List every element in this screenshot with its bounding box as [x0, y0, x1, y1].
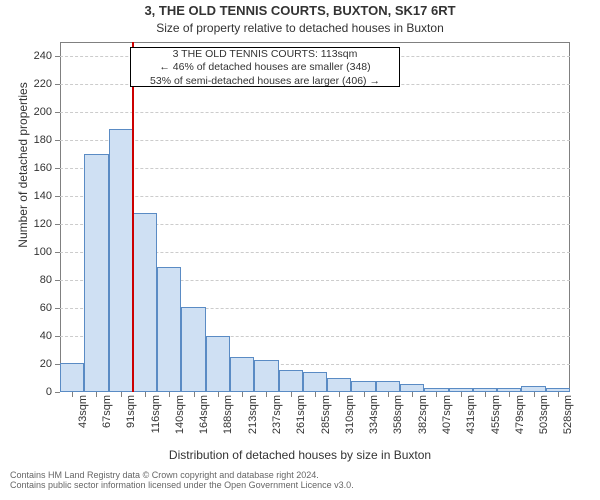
ytick-mark: [55, 308, 60, 309]
ytick-mark: [55, 280, 60, 281]
xtick-mark: [72, 392, 73, 397]
ytick-mark: [55, 168, 60, 169]
bar: [84, 154, 108, 392]
ytick-label: 180: [22, 134, 52, 146]
gridline: [60, 112, 570, 113]
xtick-label: 261sqm: [295, 395, 307, 441]
gridline: [60, 140, 570, 141]
xtick-label: 503sqm: [538, 395, 550, 441]
xtick-mark: [509, 392, 510, 397]
ytick-mark: [55, 56, 60, 57]
xtick-mark: [461, 392, 462, 397]
annotation-box: 3 THE OLD TENNIS COURTS: 113sqm ← 46% of…: [130, 47, 400, 87]
chart-root: 3, THE OLD TENNIS COURTS, BUXTON, SK17 6…: [0, 0, 600, 500]
bar: [279, 370, 303, 392]
footer: Contains HM Land Registry data © Crown c…: [0, 470, 600, 490]
footer-line-1: Contains HM Land Registry data © Crown c…: [10, 470, 600, 480]
xtick-label: 43sqm: [77, 395, 89, 441]
xtick-mark: [266, 392, 267, 397]
xtick-label: 407sqm: [441, 395, 453, 441]
xtick-label: 479sqm: [514, 395, 526, 441]
bar: [230, 357, 254, 392]
annotation-line-2: ← 46% of detached houses are smaller (34…: [131, 61, 399, 74]
xtick-label: 188sqm: [222, 395, 234, 441]
ytick-label: 220: [22, 78, 52, 90]
bar: [206, 336, 230, 392]
ytick-label: 160: [22, 162, 52, 174]
xtick-mark: [121, 392, 122, 397]
xtick-label: 237sqm: [271, 395, 283, 441]
xtick-mark: [291, 392, 292, 397]
ytick-mark: [55, 392, 60, 393]
ytick-label: 140: [22, 190, 52, 202]
chart-title: 3, THE OLD TENNIS COURTS, BUXTON, SK17 6…: [0, 3, 600, 18]
xtick-label: 67sqm: [101, 395, 113, 441]
ytick-label: 80: [22, 274, 52, 286]
xtick-mark: [412, 392, 413, 397]
chart-subtitle: Size of property relative to detached ho…: [0, 21, 600, 35]
xtick-mark: [388, 392, 389, 397]
bar: [327, 378, 351, 392]
x-axis-label: Distribution of detached houses by size …: [0, 448, 600, 462]
gridline: [60, 196, 570, 197]
bar: [376, 381, 400, 392]
ytick-label: 20: [22, 358, 52, 370]
ytick-mark: [55, 336, 60, 337]
xtick-mark: [339, 392, 340, 397]
ytick-label: 40: [22, 330, 52, 342]
xtick-mark: [364, 392, 365, 397]
ytick-mark: [55, 84, 60, 85]
annotation-line-1: 3 THE OLD TENNIS COURTS: 113sqm: [131, 48, 399, 61]
xtick-label: 164sqm: [198, 395, 210, 441]
xtick-label: 382sqm: [417, 395, 429, 441]
ytick-mark: [55, 224, 60, 225]
bar: [133, 213, 157, 392]
xtick-mark: [145, 392, 146, 397]
ytick-mark: [55, 196, 60, 197]
ytick-label: 0: [22, 386, 52, 398]
bar: [157, 267, 181, 392]
xtick-label: 431sqm: [465, 395, 477, 441]
xtick-label: 91sqm: [125, 395, 137, 441]
ytick-label: 200: [22, 106, 52, 118]
xtick-mark: [534, 392, 535, 397]
bar: [109, 129, 133, 392]
xtick-mark: [96, 392, 97, 397]
ytick-mark: [55, 112, 60, 113]
xtick-label: 116sqm: [150, 395, 162, 441]
xtick-label: 455sqm: [490, 395, 502, 441]
bar: [400, 384, 424, 392]
ytick-mark: [55, 140, 60, 141]
xtick-label: 213sqm: [247, 395, 259, 441]
bar: [60, 363, 84, 392]
bar: [181, 307, 205, 392]
xtick-mark: [242, 392, 243, 397]
marker-line: [132, 42, 134, 392]
footer-line-2: Contains public sector information licen…: [10, 480, 600, 490]
xtick-label: 140sqm: [174, 395, 186, 441]
xtick-mark: [169, 392, 170, 397]
bar: [351, 381, 375, 392]
ytick-label: 100: [22, 246, 52, 258]
xtick-label: 334sqm: [368, 395, 380, 441]
bar: [254, 360, 278, 392]
xtick-label: 285sqm: [320, 395, 332, 441]
bar: [303, 372, 327, 392]
ytick-label: 120: [22, 218, 52, 230]
xtick-mark: [558, 392, 559, 397]
xtick-mark: [218, 392, 219, 397]
xtick-label: 528sqm: [562, 395, 574, 441]
xtick-mark: [194, 392, 195, 397]
annotation-line-3: 53% of semi-detached houses are larger (…: [131, 75, 399, 88]
xtick-mark: [315, 392, 316, 397]
ytick-label: 240: [22, 50, 52, 62]
xtick-label: 358sqm: [392, 395, 404, 441]
xtick-mark: [436, 392, 437, 397]
xtick-label: 310sqm: [344, 395, 356, 441]
gridline: [60, 168, 570, 169]
xtick-mark: [485, 392, 486, 397]
ytick-label: 60: [22, 302, 52, 314]
ytick-mark: [55, 252, 60, 253]
